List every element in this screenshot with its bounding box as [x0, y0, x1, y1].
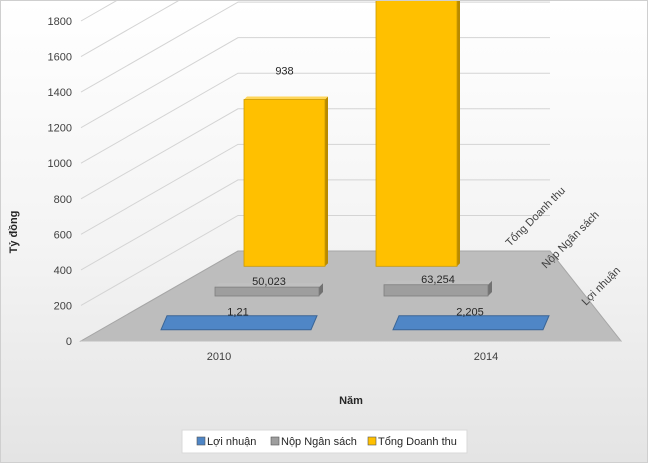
y-tick-label: 0	[66, 336, 72, 348]
y-tick-label: 800	[54, 194, 72, 206]
legend-item-nop-ngan-sach: Nộp Ngân sách	[270, 436, 357, 448]
bar-front-face	[383, 284, 489, 297]
y-tick-label: 600	[54, 229, 72, 241]
bar-top-face	[384, 280, 492, 285]
gridline	[80, 1, 550, 93]
data-label: 2,205	[456, 307, 484, 319]
y-tick-label: 400	[54, 265, 72, 277]
y-tick-label: 1400	[48, 87, 72, 99]
legend-label-loi-nhuan: Lợi nhuận	[207, 436, 256, 448]
x-axis-title: Năm	[339, 395, 363, 407]
gridline	[80, 0, 181, 57]
y-tick-label: 1600	[48, 52, 72, 64]
series-depth-label: Tổng Doanh thu	[504, 185, 568, 249]
y-tick-label: 1200	[48, 123, 72, 135]
bars	[160, 0, 550, 331]
legend-label-tong-doanh-thu: Tổng Doanh thu	[378, 436, 457, 448]
bar-tong-doanh-thu-2010	[243, 96, 328, 267]
legend-swatch-loi-nhuan	[196, 436, 206, 446]
series-depth-label: Nộp Ngân sách	[540, 209, 602, 271]
bar-tong-doanh-thu-2014	[375, 0, 460, 267]
bar-front-face	[243, 99, 326, 267]
bar-top-face	[215, 283, 323, 288]
legend-swatch-nop-ngan-sach	[270, 436, 280, 446]
x-tick-label: 2014	[474, 351, 498, 363]
bar-loi-nhuan-2014	[392, 315, 550, 331]
series-depth-label: Lợi nhuận	[580, 265, 623, 308]
data-label: 63,254	[421, 274, 455, 286]
y-tick-label: 1000	[48, 158, 72, 170]
bar-front-face	[214, 286, 320, 297]
bar-side-face	[325, 96, 328, 267]
y-tick-label: 200	[54, 300, 72, 312]
legend: Lợi nhuận Nộp Ngân sách Tổng Doanh thu	[181, 429, 468, 454]
data-label: 50,023	[252, 276, 286, 288]
gridline	[80, 0, 119, 22]
bar-top-face	[244, 96, 328, 100]
bar-side-face	[319, 283, 323, 296]
legend-item-loi-nhuan: Lợi nhuận	[196, 436, 256, 448]
y-axis-title: Tỷ đồng	[8, 211, 20, 254]
bar-side-face	[457, 0, 460, 267]
bar-side-face	[488, 280, 492, 296]
bar-nop-ngan-sach-2014	[383, 280, 492, 297]
legend-label-nop-ngan-sach: Nộp Ngân sách	[281, 436, 357, 448]
bar-nop-ngan-sach-2010	[214, 283, 323, 297]
data-label: 938	[275, 66, 293, 78]
bar-front-face	[375, 0, 458, 267]
legend-swatch-tong-doanh-thu	[367, 436, 377, 446]
legend-item-tong-doanh-thu: Tổng Doanh thu	[367, 436, 457, 448]
y-tick-label: 1800	[48, 16, 72, 28]
data-label: 1,21	[227, 307, 248, 319]
legend-box	[181, 429, 468, 454]
bar-loi-nhuan-2010	[160, 315, 318, 331]
x-tick-label: 2010	[207, 351, 231, 363]
